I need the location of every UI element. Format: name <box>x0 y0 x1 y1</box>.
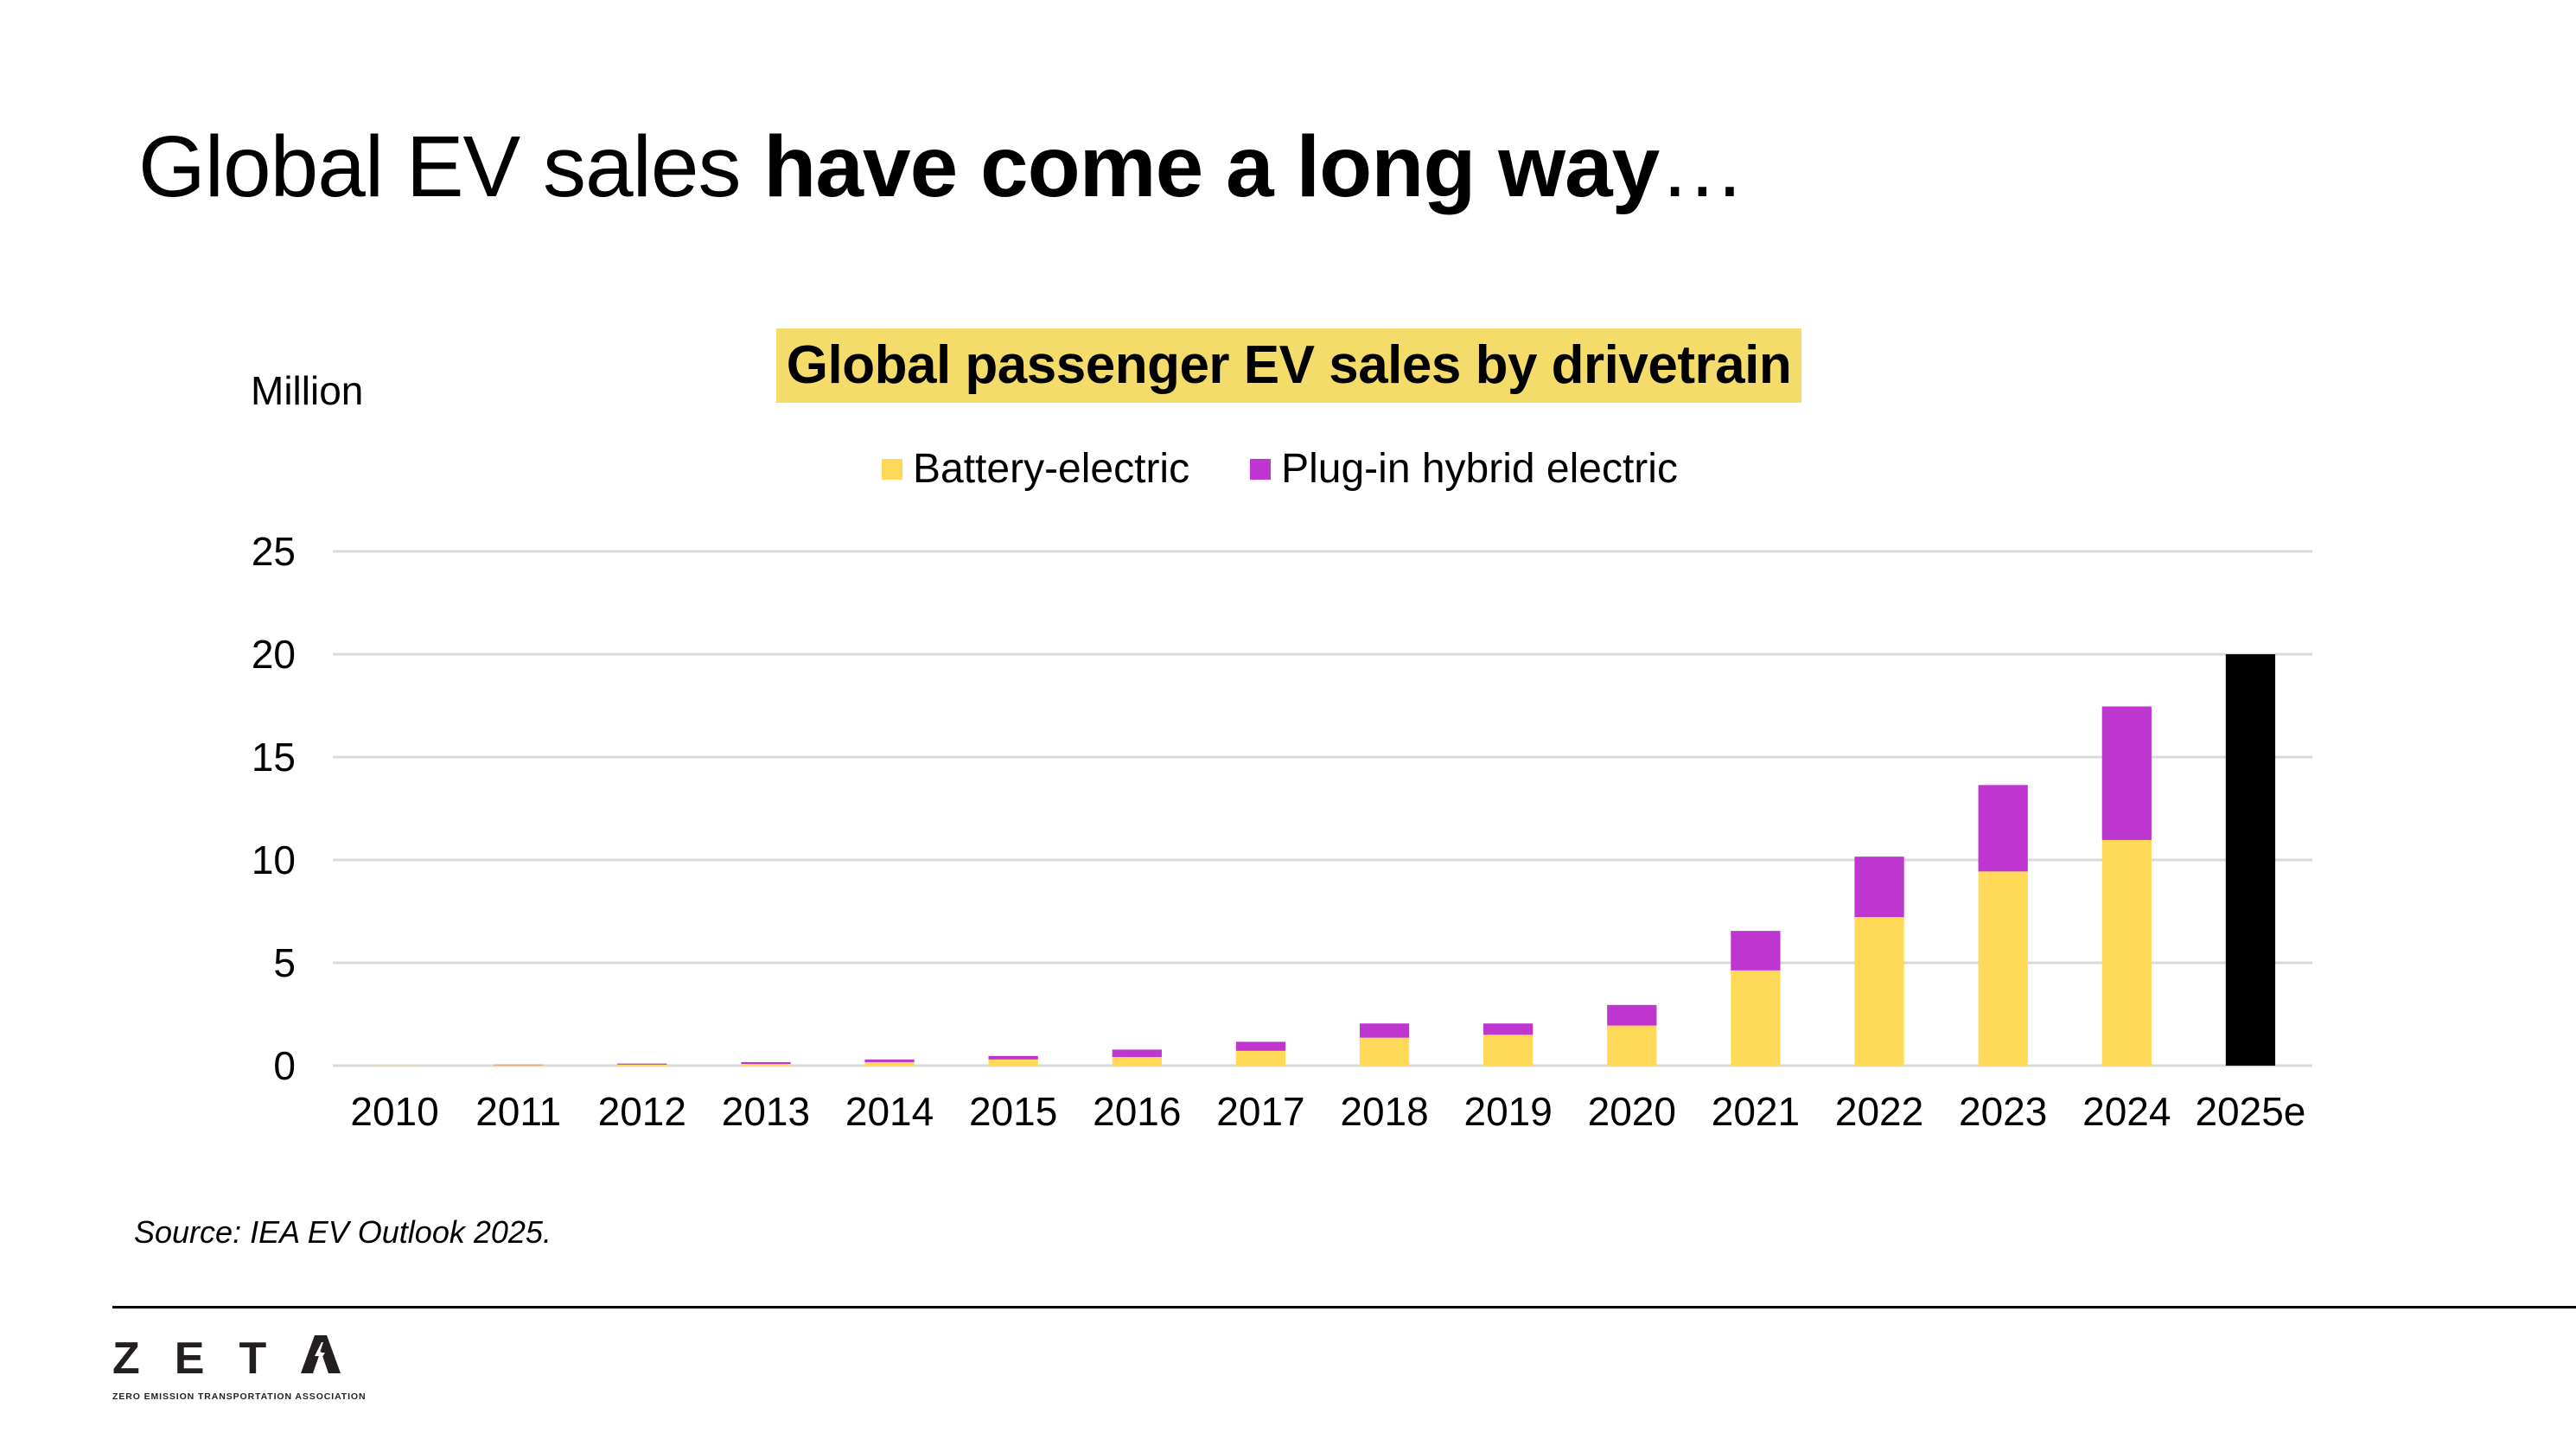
x-tick-label-2023: 2023 <box>1959 1089 2047 1134</box>
logo-letter-z: Z <box>112 1334 175 1384</box>
bar-plug-in-hybrid-electric-2018 <box>1359 1023 1410 1038</box>
x-tick-label-2025e: 2025e <box>2195 1089 2305 1134</box>
x-tick-label-2013: 2013 <box>722 1089 810 1134</box>
bar-battery-electric-2017 <box>1235 1050 1286 1066</box>
slide-title-regular: Global EV sales <box>138 118 764 215</box>
bar-battery-electric-2011 <box>494 1065 544 1066</box>
x-tick-label-2017: 2017 <box>1216 1089 1304 1134</box>
x-tick-label-2024: 2024 <box>2082 1089 2171 1134</box>
bar-battery-electric-2010 <box>369 1065 420 1067</box>
y-tick-label-0: 0 <box>273 1043 296 1088</box>
x-tick-label-2019: 2019 <box>1464 1089 1553 1134</box>
x-tick-label-2021: 2021 <box>1712 1089 1800 1134</box>
y-axis-ticks: 0 5 10 15 20 25 <box>252 529 296 1088</box>
bar-plug-in-hybrid-electric-2017 <box>1235 1041 1286 1051</box>
bar-plug-in-hybrid-electric-2019 <box>1483 1023 1533 1035</box>
legend-item-battery-electric: Battery-electric <box>882 445 1189 493</box>
bar-plug-in-hybrid-electric-2021 <box>1731 931 1781 971</box>
bar-battery-electric-2018 <box>1359 1037 1410 1066</box>
bar-total-estimate--2025e <box>2225 654 2276 1066</box>
y-tick-label-25: 25 <box>252 529 296 574</box>
bar-battery-electric-2014 <box>864 1061 915 1066</box>
bar-plug-in-hybrid-electric-2022 <box>1854 856 1904 918</box>
y-tick-label-20: 20 <box>252 632 296 677</box>
y-tick-label-5: 5 <box>273 940 296 985</box>
bar-battery-electric-2016 <box>1112 1057 1162 1066</box>
x-tick-label-2022: 2022 <box>1835 1089 1923 1134</box>
x-tick-label-2020: 2020 <box>1588 1089 1676 1134</box>
legend-item-plug-in-hybrid: Plug-in hybrid electric <box>1250 445 1678 493</box>
bar-battery-electric-2019 <box>1483 1035 1533 1066</box>
bar-plug-in-hybrid-electric-2015 <box>988 1055 1038 1060</box>
bar-battery-electric-2013 <box>741 1064 791 1066</box>
legend-label-plug-in-hybrid: Plug-in hybrid electric <box>1281 446 1678 492</box>
bar-battery-electric-2024 <box>2101 839 2152 1066</box>
legend-swatch-plug-in-hybrid <box>1250 458 1272 480</box>
bar-battery-electric-2021 <box>1731 970 1781 1066</box>
x-axis-ticks: 2010 2011 2012 2013 2014 2015 2016 2017 2018 2019… <box>350 1089 2305 1134</box>
slide-title-ellipsis: … <box>1659 118 1745 215</box>
zeta-logo: Z E T ZERO EMISSION TRANSPORTATION ASSOC… <box>112 1335 366 1402</box>
y-axis-unit-label: Million <box>251 368 364 413</box>
bar-plug-in-hybrid-electric-2011 <box>494 1064 544 1066</box>
bars <box>369 654 2276 1067</box>
logo-letter-e: E <box>174 1334 239 1384</box>
bar-plug-in-hybrid-electric-2023 <box>1978 785 2028 872</box>
source-note: Source: IEA EV Outlook 2025. <box>134 1214 552 1250</box>
y-tick-label-15: 15 <box>252 735 296 780</box>
logo-letter-t: T <box>239 1334 302 1384</box>
bar-plug-in-hybrid-electric-2014 <box>864 1059 915 1062</box>
x-tick-label-2014: 2014 <box>845 1089 934 1134</box>
legend-label-battery-electric: Battery-electric <box>913 446 1190 492</box>
slide-title: Global EV sales have come a long way… <box>138 118 1745 215</box>
footer-divider <box>112 1306 2576 1308</box>
bar-battery-electric-2015 <box>988 1059 1038 1066</box>
bar-plug-in-hybrid-electric-2024 <box>2101 706 2152 840</box>
x-tick-label-2015: 2015 <box>969 1089 1057 1134</box>
x-tick-label-2018: 2018 <box>1340 1089 1428 1134</box>
bar-plug-in-hybrid-electric-2016 <box>1112 1049 1162 1058</box>
x-tick-label-2011: 2011 <box>475 1089 561 1134</box>
x-tick-label-2010: 2010 <box>350 1089 438 1134</box>
bar-plug-in-hybrid-electric-2013 <box>741 1061 791 1065</box>
logo-letter-a-with-bolt <box>301 1335 341 1381</box>
logo-wordmark: Z E T <box>112 1335 366 1381</box>
bar-battery-electric-2020 <box>1607 1025 1657 1066</box>
logo-tagline: ZERO EMISSION TRANSPORTATION ASSOCIATION <box>112 1391 367 1402</box>
legend-swatch-battery-electric <box>882 458 902 480</box>
bar-battery-electric-2023 <box>1978 871 2028 1066</box>
bar-battery-electric-2012 <box>617 1064 667 1066</box>
bar-plug-in-hybrid-electric-2012 <box>617 1063 667 1065</box>
chart-legend: Battery-electric Plug-in hybrid electric <box>882 445 1738 493</box>
slide-title-bold: have come a long way <box>763 118 1660 215</box>
bar-plug-in-hybrid-electric-2020 <box>1607 1004 1657 1026</box>
y-tick-label-10: 10 <box>252 837 296 882</box>
x-tick-label-2012: 2012 <box>598 1089 686 1134</box>
chart-title: Global passenger EV sales by drivetrain <box>776 328 1801 403</box>
x-tick-label-2016: 2016 <box>1093 1089 1181 1134</box>
bar-battery-electric-2022 <box>1854 917 1904 1066</box>
lightning-bolt-icon <box>301 1335 341 1373</box>
